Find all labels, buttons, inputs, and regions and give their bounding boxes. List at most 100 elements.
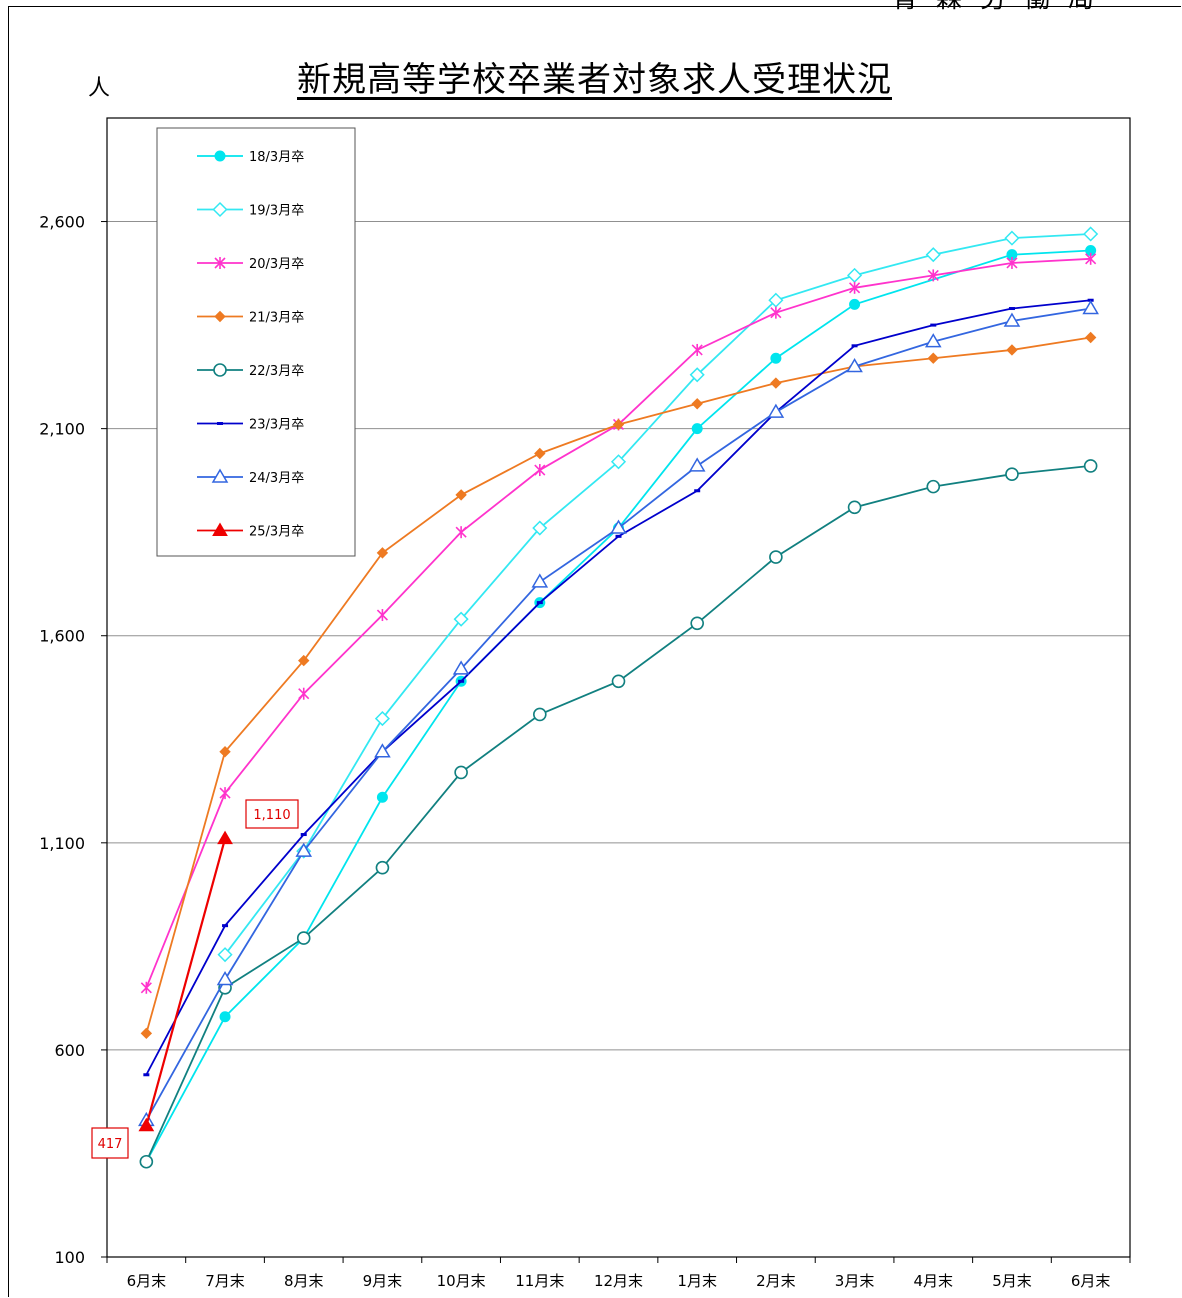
data-point xyxy=(690,616,704,631)
callout-text: 1,110 xyxy=(253,808,290,823)
data-point xyxy=(612,418,625,431)
data-point xyxy=(927,352,939,364)
organization-name: 青森労働局 xyxy=(892,0,1112,15)
legend-label: 25/3月卒 xyxy=(249,525,304,540)
data-point xyxy=(453,611,469,627)
data-point xyxy=(534,447,546,460)
data-point xyxy=(219,787,231,800)
legend-item: 23/3月卒 xyxy=(197,418,304,433)
data-point xyxy=(374,743,391,758)
x-tick-label: 11月末 xyxy=(515,1272,564,1290)
data-point xyxy=(298,687,310,700)
legend-label: 23/3月卒 xyxy=(249,418,304,433)
x-tick-label: 12月末 xyxy=(594,1272,643,1290)
chart-title: 新規高等学校卒業者対象求人受理状況 xyxy=(297,60,892,100)
data-point xyxy=(212,522,228,536)
y-tick-label: 1,600 xyxy=(39,627,85,646)
x-tick-label: 7月末 xyxy=(205,1272,245,1290)
series-lines xyxy=(138,226,1099,1169)
data-point xyxy=(849,281,861,294)
y-tick-label: 600 xyxy=(54,1041,85,1060)
x-tick-label: 9月末 xyxy=(363,1272,403,1290)
data-point xyxy=(611,674,626,689)
data-point xyxy=(458,679,465,683)
x-tick-label: 1月末 xyxy=(677,1272,717,1290)
series-line xyxy=(224,233,1091,956)
data-point xyxy=(767,403,785,418)
legend-label: 24/3月卒 xyxy=(249,471,304,486)
axes: 100 600 1,100 1,600 2,100 2,600 6月末 7月末 8月末 9月末 10… xyxy=(39,117,1131,1290)
data-point xyxy=(925,247,941,263)
x-tick-label: 6月末 xyxy=(1071,1272,1111,1290)
series-7 xyxy=(138,300,1099,1127)
series-4 xyxy=(140,331,1097,1040)
data-point xyxy=(296,931,311,945)
y-tick-label: 2,600 xyxy=(39,213,85,232)
data-point xyxy=(138,1117,155,1132)
data-point xyxy=(219,1011,231,1023)
data-point xyxy=(1006,256,1018,269)
legend: 18/3月卒 19/3月卒 20/3月卒 21/3月卒 22/3月卒 23/3月卒 24/3… xyxy=(156,127,356,557)
data-point xyxy=(610,519,627,534)
data-point xyxy=(217,422,223,425)
data-point xyxy=(533,707,547,722)
data-point xyxy=(212,201,228,218)
y-axis-unit-label: 人 xyxy=(88,76,111,101)
data-point xyxy=(376,547,389,559)
data-point xyxy=(375,860,390,875)
data-point xyxy=(851,344,858,348)
legend-label: 18/3月卒 xyxy=(249,150,304,165)
y-tick-label: 1,100 xyxy=(39,834,85,853)
data-point xyxy=(214,257,226,269)
legend-item: 22/3月卒 xyxy=(197,363,304,379)
x-tick-label: 8月末 xyxy=(284,1272,324,1290)
data-point xyxy=(211,468,229,483)
data-point xyxy=(455,526,467,539)
data-point xyxy=(610,454,627,470)
data-point xyxy=(615,534,622,538)
data-point xyxy=(139,1154,154,1169)
data-point xyxy=(219,745,231,758)
legend-item: 18/3月卒 xyxy=(197,150,304,165)
series-line xyxy=(145,249,1091,1163)
data-point xyxy=(217,947,233,963)
legend-item: 20/3月卒 xyxy=(197,257,304,272)
data-point xyxy=(217,830,233,845)
data-point xyxy=(691,423,703,435)
series-2 xyxy=(217,226,1099,963)
legend-item: 21/3月卒 xyxy=(197,311,304,326)
data-point xyxy=(1084,331,1097,344)
data-label-callout: 1,110 xyxy=(245,799,299,829)
data-point xyxy=(140,1027,153,1040)
data-point xyxy=(770,352,782,364)
x-tick-label: 2月末 xyxy=(756,1272,796,1290)
data-point xyxy=(930,323,937,327)
data-point xyxy=(534,464,546,477)
x-tick-label: 6月末 xyxy=(127,1272,167,1290)
y-tick-label: 2,100 xyxy=(39,420,85,439)
data-point xyxy=(374,711,390,727)
legend-label: 21/3月卒 xyxy=(249,311,304,326)
x-tick-label: 10月末 xyxy=(437,1272,486,1290)
series-8 xyxy=(138,830,233,1132)
legend-label: 20/3月卒 xyxy=(249,257,304,272)
plot-area-border xyxy=(106,117,1131,1258)
legend-label: 19/3月卒 xyxy=(249,204,304,219)
data-point xyxy=(1083,459,1098,473)
data-point xyxy=(1005,467,1019,481)
data-point xyxy=(454,765,468,780)
data-point xyxy=(691,343,703,356)
data-point xyxy=(222,924,229,928)
data-point xyxy=(770,377,782,389)
data-point xyxy=(849,298,861,310)
data-point xyxy=(1004,230,1020,246)
data-point xyxy=(688,457,706,472)
data-point xyxy=(140,981,152,994)
data-point xyxy=(213,363,227,377)
data-point xyxy=(847,267,863,283)
data-point xyxy=(531,573,549,588)
legend-item: 19/3月卒 xyxy=(197,201,304,219)
data-point xyxy=(694,489,701,493)
data-point xyxy=(1082,300,1099,315)
